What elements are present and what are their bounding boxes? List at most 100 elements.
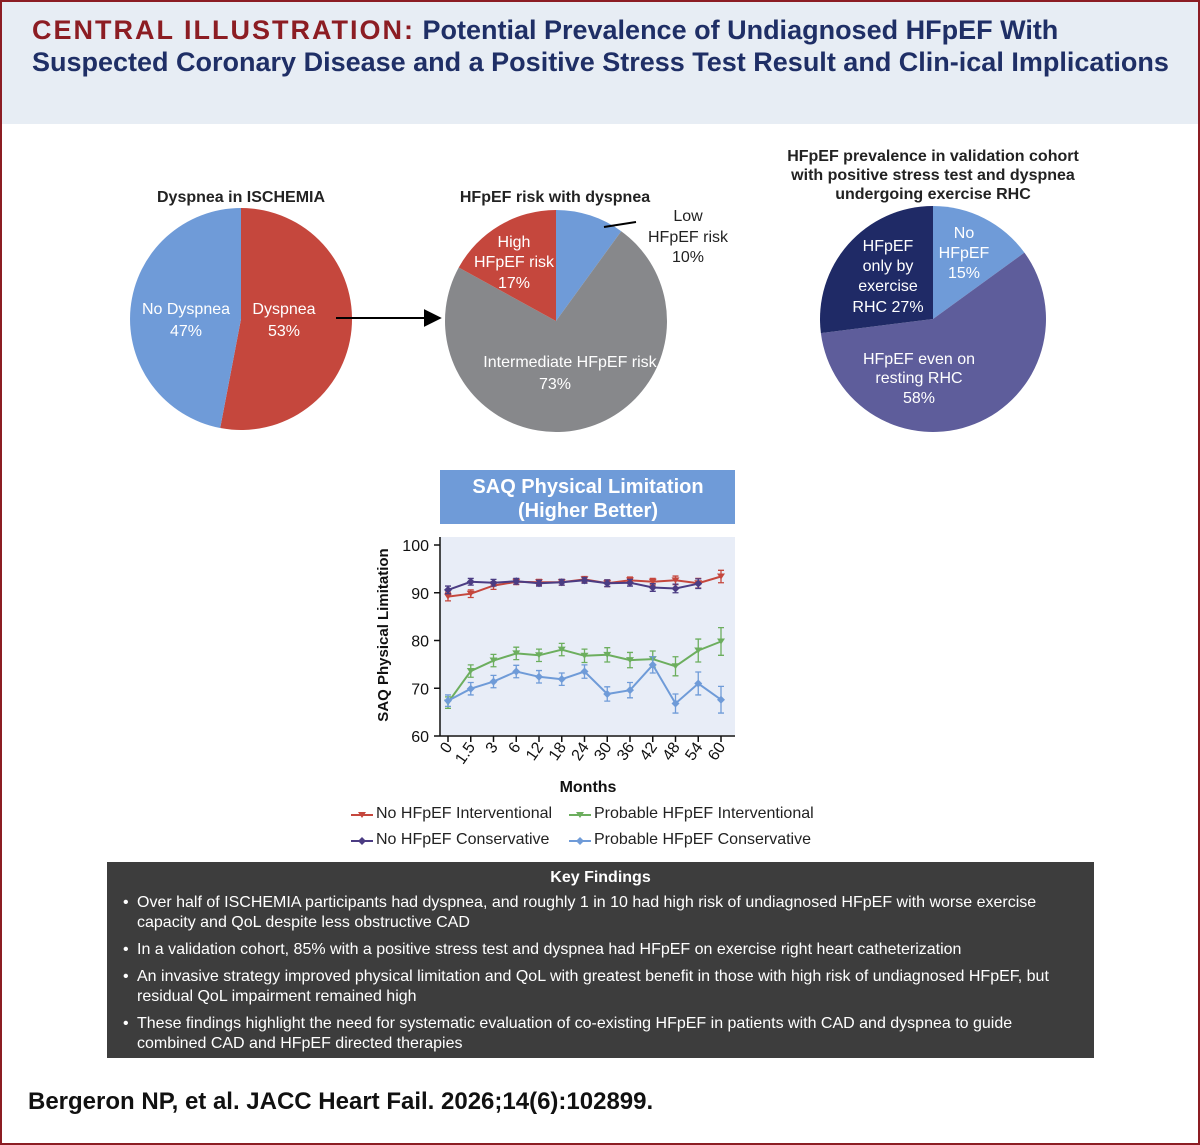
data-point (694, 647, 703, 654)
data-point (580, 652, 589, 659)
data-point (626, 686, 634, 695)
pie2-label-high-2: HFpEF risk (474, 254, 555, 271)
data-point (717, 638, 725, 645)
data-point (648, 578, 657, 585)
pie2-title: HFpEF risk with dyspnea (460, 189, 650, 206)
pie1-label-dyspnea: Dyspnea (252, 301, 315, 318)
pie2-label-low-1: Low (673, 208, 703, 225)
x-tick-label: 48 (660, 739, 684, 763)
pie2-value-low: 10% (672, 249, 704, 266)
pie-dyspnea (130, 208, 353, 430)
series-probable-hfpef-interventional (444, 626, 725, 709)
y-tick-label: 80 (411, 634, 429, 651)
data-point (512, 667, 521, 676)
x-tick-label: 12 (523, 739, 547, 763)
data-point (444, 585, 452, 594)
key-findings-panel: Key Findings Over half of ISCHEMIA parti… (107, 862, 1094, 1058)
data-point (557, 578, 566, 587)
y-tick-label: 60 (411, 729, 429, 746)
data-point (694, 679, 703, 688)
data-point (580, 667, 589, 676)
data-point (671, 663, 680, 670)
pie-slice-hfpef-even-on-resting-rhc (820, 252, 1046, 432)
pie-slice-high-hfpef-risk (458, 210, 556, 321)
pie2-value-high: 17% (498, 275, 530, 292)
data-point (512, 577, 521, 586)
pie3-label-exercise-1: HFpEF (863, 238, 914, 255)
pie2-label-high-1: High (498, 234, 531, 251)
legend-label: Probable HFpEF Conservative (594, 831, 811, 848)
pie3-value-no: 15% (948, 265, 980, 282)
legend-label: Probable HFpEF Interventional (594, 805, 814, 822)
data-point (444, 696, 452, 705)
data-point (535, 672, 543, 681)
pie3-label-no-2: HFpEF (939, 245, 990, 262)
data-point (444, 593, 452, 600)
pie1-title: Dyspnea in ISCHEMIA (157, 189, 325, 206)
x-axis-label: Months (560, 779, 617, 796)
data-point (671, 699, 680, 708)
data-point (466, 590, 475, 597)
pie3-label-resting-2: resting RHC (875, 370, 962, 387)
data-point (489, 677, 498, 686)
pie-slice-dyspnea (220, 208, 353, 430)
data-point (671, 584, 680, 593)
data-point (489, 578, 498, 587)
pie-charts-area: Dyspnea in ISCHEMIA Dyspnea 53% No Dyspn… (130, 148, 1079, 433)
series-no-hfpef-conservative (444, 576, 703, 595)
x-tick-label: 36 (614, 739, 638, 763)
pie-slice-no-hfpef (933, 206, 1025, 319)
pie3-title-line2: with positive stress test and dyspnea (790, 167, 1075, 184)
data-point (717, 695, 725, 704)
data-point (535, 579, 543, 588)
pie3-label-exercise-4: RHC 27% (852, 299, 923, 316)
data-point (535, 652, 543, 659)
legend-marker (351, 837, 373, 845)
legend-label: No HFpEF Conservative (376, 831, 550, 848)
title-text: Potential Prevalence of Undiagnosed HFpE… (32, 15, 1169, 77)
pie1-value-no-dyspnea: 47% (170, 323, 202, 340)
pie2-leader-line (603, 221, 637, 228)
pie-hfpef-prevalence (819, 206, 1046, 432)
line-chart-panel: SAQ Physical Limitation (Higher Better) … (375, 470, 735, 796)
pie3-label-exercise-2: only by (863, 258, 914, 275)
pie2-value-intermediate: 73% (539, 376, 571, 393)
line-chart-title-line2: (Higher Better) (518, 500, 658, 522)
data-point (512, 650, 521, 657)
pie-slice-intermediate-hfpef-risk (445, 231, 668, 433)
data-point (603, 651, 612, 658)
citation: Bergeron NP, et al. JACC Heart Fail. 202… (28, 1088, 654, 1115)
finding-item: In a validation cohort, 85% with a posit… (123, 940, 1078, 960)
y-tick-label: 90 (411, 586, 429, 603)
series-layer (444, 569, 725, 714)
data-point (489, 657, 498, 664)
pie3-label-resting-1: HFpEF even on (863, 351, 975, 368)
x-tick-label: 42 (637, 739, 661, 763)
series-probable-hfpef-conservative (444, 656, 725, 714)
y-tick-label: 100 (402, 538, 429, 555)
pie3-label-no-1: No (954, 225, 975, 242)
pie2-label-low-2: HFpEF risk (648, 229, 729, 246)
legend-label: No HFpEF Interventional (376, 805, 553, 822)
pie3-value-resting: 58% (903, 390, 935, 407)
data-point (557, 675, 566, 684)
x-tick-label: 0 (437, 739, 456, 756)
data-point (671, 577, 680, 584)
pie-slice-low-hfpef-risk (556, 210, 622, 321)
data-point (466, 577, 475, 586)
page-title: CENTRAL ILLUSTRATION: Potential Prevalen… (32, 14, 1182, 78)
x-tick-label: 6 (505, 739, 524, 756)
key-findings-title: Key Findings (550, 869, 651, 886)
data-point (466, 668, 475, 675)
pie-slice-hfpef-only-by-exercise-rhc (819, 206, 933, 334)
pie2-label-intermediate: Intermediate HFpEF risk (483, 354, 657, 371)
line-chart-title-box (440, 470, 735, 524)
x-tick-label: 54 (682, 739, 706, 763)
data-point (648, 660, 657, 669)
data-point (603, 579, 612, 588)
x-tick-label: 60 (705, 739, 729, 763)
x-tick-label: 1.5 (452, 739, 479, 767)
line-chart-title-line1: SAQ Physical Limitation (472, 476, 703, 498)
